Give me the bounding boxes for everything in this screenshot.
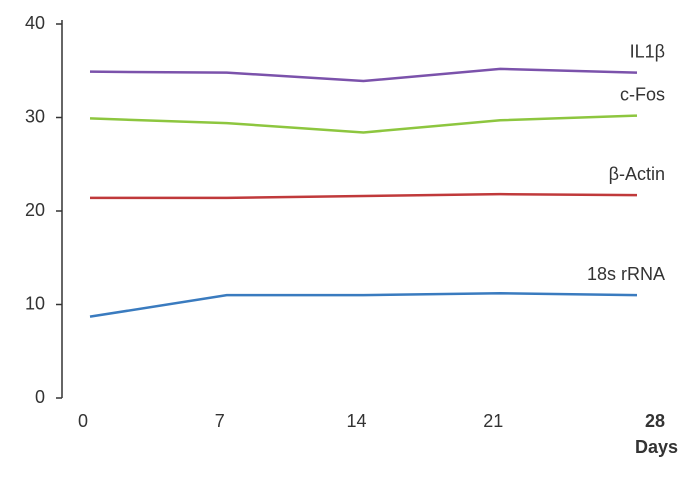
series-label: β-Actin bbox=[609, 164, 665, 184]
y-tick-label: 40 bbox=[25, 13, 45, 33]
x-tick-label: 0 bbox=[78, 411, 88, 431]
series-label: IL1β bbox=[630, 41, 665, 61]
y-tick-label: 20 bbox=[25, 200, 45, 220]
y-tick-label: 0 bbox=[35, 387, 45, 407]
series-label: 18s rRNA bbox=[587, 264, 665, 284]
x-tick-label: 14 bbox=[346, 411, 366, 431]
series-line bbox=[90, 192, 638, 200]
series-line bbox=[89, 67, 638, 83]
y-tick-label: 10 bbox=[25, 293, 45, 313]
y-tick-label: 30 bbox=[25, 106, 45, 126]
x-axis-label: Days bbox=[635, 437, 678, 457]
series-label: c-Fos bbox=[620, 84, 665, 104]
x-tick-label: 28 bbox=[645, 411, 665, 431]
series-line bbox=[89, 114, 638, 134]
x-tick-label: 21 bbox=[483, 411, 503, 431]
x-tick-label: 7 bbox=[215, 411, 225, 431]
series-line bbox=[89, 292, 638, 318]
